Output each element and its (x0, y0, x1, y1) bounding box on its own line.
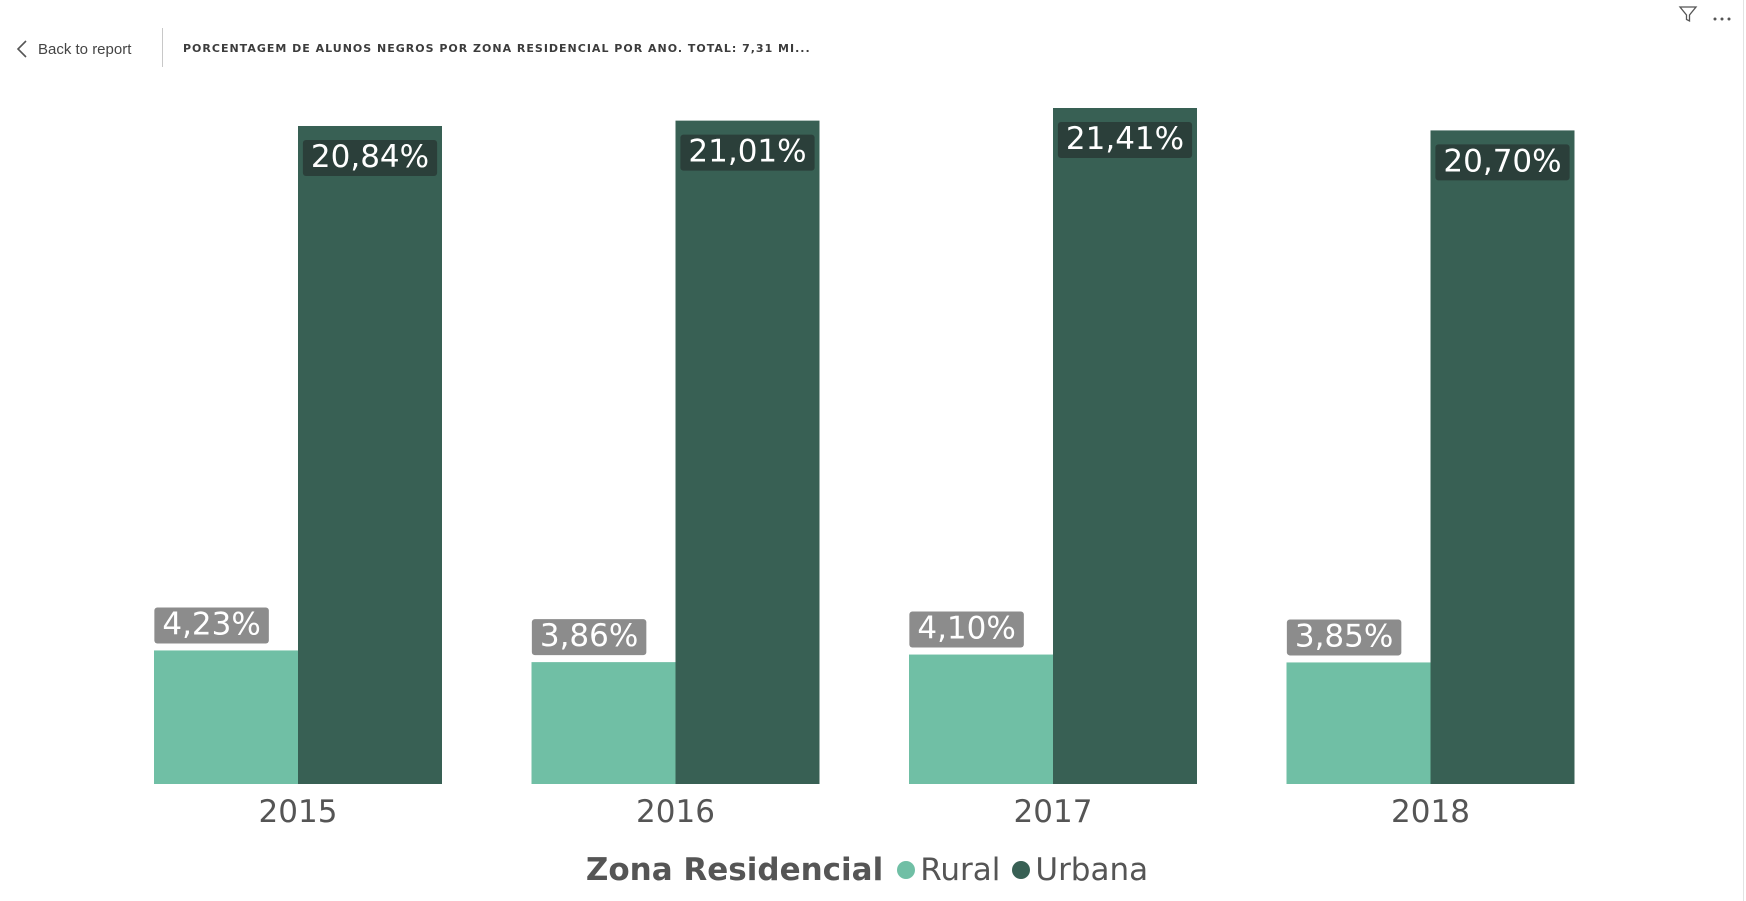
data-label-urbana-2017: 21,41% (1066, 121, 1184, 157)
data-label-bg-urbana-2017 (1057, 122, 1193, 158)
header-divider (162, 28, 163, 67)
back-to-report-button[interactable]: Back to report (16, 38, 131, 60)
legend-item-rural[interactable]: Rural (897, 852, 1000, 888)
data-label-bg-rural-2018 (1286, 619, 1402, 656)
chart-legend: Zona Residencial Rural Urbana (0, 846, 1746, 894)
data-label-bg-rural-2017 (909, 611, 1024, 648)
data-label-rural-2017: 4,10% (917, 611, 1015, 647)
data-label-rural-2015: 4,23% (162, 606, 260, 642)
more-options-icon[interactable] (1712, 7, 1732, 26)
data-label-urbana-2016: 21,01% (688, 134, 806, 170)
visual-title: PORCENTAGEM DE ALUNOS NEGROS POR ZONA RE… (183, 42, 811, 55)
bar-urbana-2017[interactable] (1053, 108, 1197, 784)
legend-item-urbana[interactable]: Urbana (1012, 852, 1148, 888)
data-label-bg-urbana-2018 (1435, 144, 1570, 181)
data-label-bg-rural-2015 (154, 607, 269, 644)
data-label-rural-2016: 3,86% (540, 618, 638, 654)
x-tick-label-2015: 2015 (259, 794, 338, 830)
data-label-bg-urbana-2016 (680, 134, 815, 171)
x-tick-label-2018: 2018 (1391, 794, 1470, 830)
visual-header-icons (1678, 4, 1732, 28)
data-label-bg-urbana-2015 (302, 139, 438, 176)
bar-urbana-2018[interactable] (1430, 130, 1575, 785)
focus-mode-header: Back to report PORCENTAGEM DE ALUNOS NEG… (0, 0, 1746, 70)
legend-marker-rural (897, 861, 916, 879)
bar-urbana-2015[interactable] (298, 125, 442, 785)
x-tick-label-2017: 2017 (1014, 794, 1093, 830)
right-border (1743, 0, 1744, 901)
chevron-left-icon (16, 40, 28, 58)
data-label-bg-rural-2016 (531, 619, 647, 656)
legend-title: Zona Residencial (585, 852, 884, 888)
bar-rural-2017[interactable] (909, 654, 1053, 784)
filter-icon[interactable] (1678, 4, 1698, 28)
legend-marker-urbana (1012, 861, 1031, 879)
bar-rural-2015[interactable] (154, 650, 298, 784)
bar-rural-2016[interactable] (531, 662, 676, 784)
data-label-urbana-2015: 20,84% (311, 139, 429, 175)
legend-label-rural: Rural (920, 852, 1001, 888)
x-tick-label-2016: 2016 (636, 794, 715, 830)
back-to-report-label: Back to report (38, 40, 132, 58)
data-label-urbana-2018: 20,70% (1443, 143, 1561, 179)
bar-urbana-2016[interactable] (675, 120, 820, 784)
legend-label-urbana: Urbana (1035, 852, 1149, 888)
bar-rural-2018[interactable] (1286, 662, 1431, 784)
data-label-rural-2018: 3,85% (1295, 618, 1393, 654)
